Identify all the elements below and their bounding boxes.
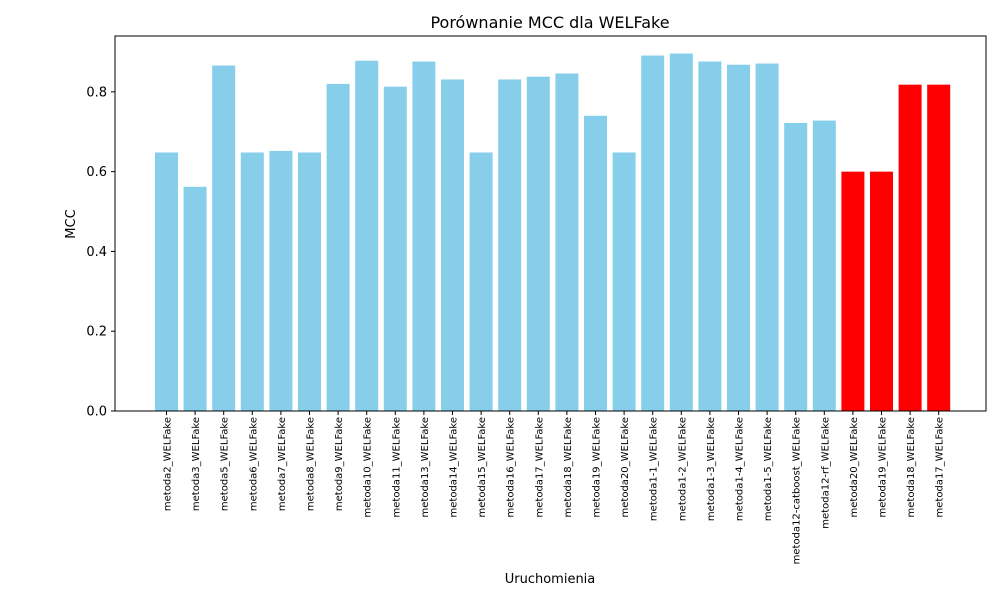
x-tick-label: metoda7_WELFake [277, 417, 288, 511]
x-tick-label: metoda20_WELFake [849, 417, 860, 517]
bar [383, 86, 407, 411]
bar [498, 79, 522, 411]
bars-group [155, 53, 951, 412]
x-tick-label: metoda6_WELFake [248, 417, 259, 511]
bar [755, 63, 779, 411]
bar [612, 152, 636, 412]
x-tick-label: metoda17_WELFake [935, 417, 946, 517]
bar [584, 115, 607, 411]
x-tick-label: metoda10_WELFake [363, 417, 374, 517]
x-tick-label: metoda1-5_WELFake [763, 417, 774, 521]
plot-frame [114, 35, 987, 412]
x-tick-label: metoda15_WELFake [477, 417, 488, 517]
bar [355, 60, 379, 411]
x-tick-label: metoda1-4_WELFake [735, 417, 746, 521]
x-tick-label: metoda12-catboost_WELFake [792, 417, 803, 564]
bar [698, 61, 722, 411]
x-tick-label: metoda14_WELFake [449, 417, 460, 517]
y-tick-label: 0.6 [86, 165, 107, 180]
x-tick-label: metoda1-2_WELFake [677, 417, 688, 521]
bar [841, 171, 865, 411]
x-tick-label: metoda19_WELFake [878, 417, 889, 517]
x-tick-label: metoda19_WELFake [592, 417, 603, 517]
bar [183, 186, 207, 411]
bar [641, 55, 665, 412]
x-tick-label: metoda11_WELFake [391, 417, 402, 517]
x-tick-label: metoda5_WELFake [220, 417, 231, 511]
chart-title: Porównanie MCC dla WELFake [430, 13, 669, 32]
bar [669, 53, 693, 412]
x-tick-label: metoda16_WELFake [506, 417, 517, 517]
bar [727, 64, 750, 411]
x-tick-label: metoda8_WELFake [306, 417, 317, 511]
bar [269, 150, 293, 411]
x-tick-label: metoda13_WELFake [420, 417, 431, 517]
y-tick-label: 0.0 [86, 405, 107, 420]
x-tick-label: metoda9_WELFake [334, 417, 345, 511]
bar [441, 79, 464, 411]
bar [812, 120, 836, 411]
bar [212, 65, 236, 412]
bar [526, 76, 550, 411]
bar [298, 152, 321, 412]
y-ticks-group: 0.0 0.2 0.4 0.6 0.8 [86, 85, 115, 420]
bar [240, 152, 264, 412]
x-tick-label: metoda20_WELFake [620, 417, 631, 517]
x-tick-label: metoda12-rf_WELFake [820, 417, 831, 529]
bar [155, 152, 178, 412]
bar [898, 84, 922, 412]
bar [469, 152, 493, 412]
x-tick-label: metoda2_WELFake [163, 417, 174, 511]
y-tick-label: 0.2 [86, 325, 107, 340]
x-tick-label: metoda17_WELFake [534, 417, 545, 517]
bar [784, 122, 808, 411]
bar [555, 73, 579, 411]
bar [412, 61, 436, 411]
bar [927, 84, 951, 412]
x-ticks-group: metoda2_WELFake metoda3_WELFake metoda5_WE… [163, 411, 946, 564]
y-tick-label: 0.4 [86, 245, 107, 260]
y-tick-label: 0.8 [86, 85, 107, 100]
x-axis-title: Uruchomienia [505, 572, 596, 587]
x-tick-label: metoda1-3_WELFake [706, 417, 717, 521]
x-tick-label: metoda1-1_WELFake [649, 417, 660, 521]
bar [326, 83, 350, 412]
x-tick-label: metoda18_WELFake [906, 417, 917, 517]
x-tick-label: metoda3_WELFake [191, 417, 202, 511]
x-tick-label: metoda18_WELFake [563, 417, 574, 517]
bar [870, 171, 893, 411]
y-axis-title: MCC [64, 209, 79, 238]
